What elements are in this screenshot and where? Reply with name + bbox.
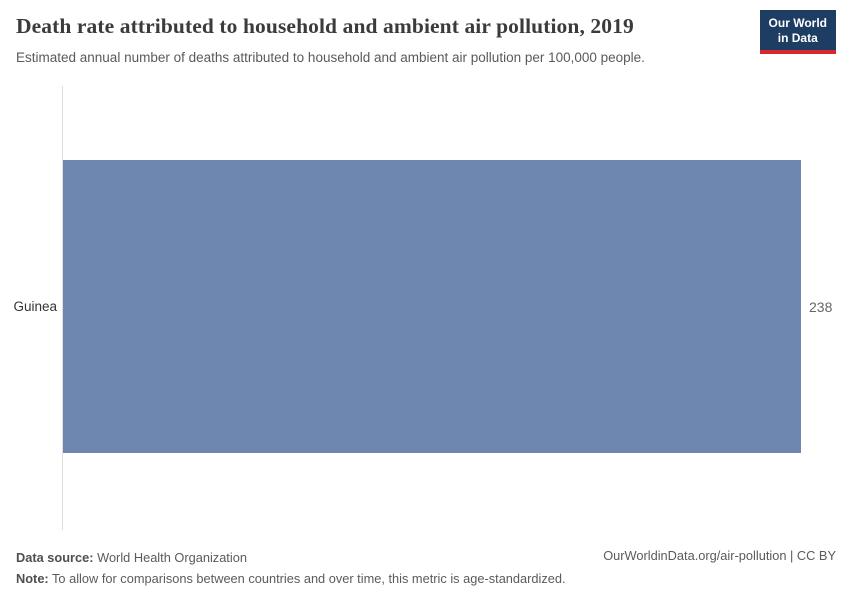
y-axis-line <box>62 86 63 530</box>
owid-logo-line1: Our World <box>768 16 827 30</box>
data-source-value: World Health Organization <box>97 550 247 565</box>
bar-track <box>63 160 801 453</box>
bar-guinea[interactable] <box>63 160 801 453</box>
chart-subtitle: Estimated annual number of deaths attrib… <box>16 50 645 65</box>
owid-logo-line2: in Data <box>777 31 818 45</box>
data-source-line: Data source: World Health Organization <box>16 547 566 568</box>
value-label-guinea: 238 <box>809 298 833 315</box>
data-source-label: Data source: <box>16 550 94 565</box>
footer-notes: Data source: World Health Organization N… <box>16 547 566 589</box>
note-label: Note: <box>16 571 49 586</box>
footer-link[interactable]: OurWorldinData.org/air-pollution | CC BY <box>603 548 836 563</box>
note-line: Note: To allow for comparisons between c… <box>16 568 566 589</box>
chart-title: Death rate attributed to household and a… <box>16 14 634 38</box>
entity-label-guinea: Guinea <box>13 299 57 314</box>
owid-logo[interactable]: Our World in Data <box>759 10 836 54</box>
note-value: To allow for comparisons between countri… <box>52 571 566 586</box>
